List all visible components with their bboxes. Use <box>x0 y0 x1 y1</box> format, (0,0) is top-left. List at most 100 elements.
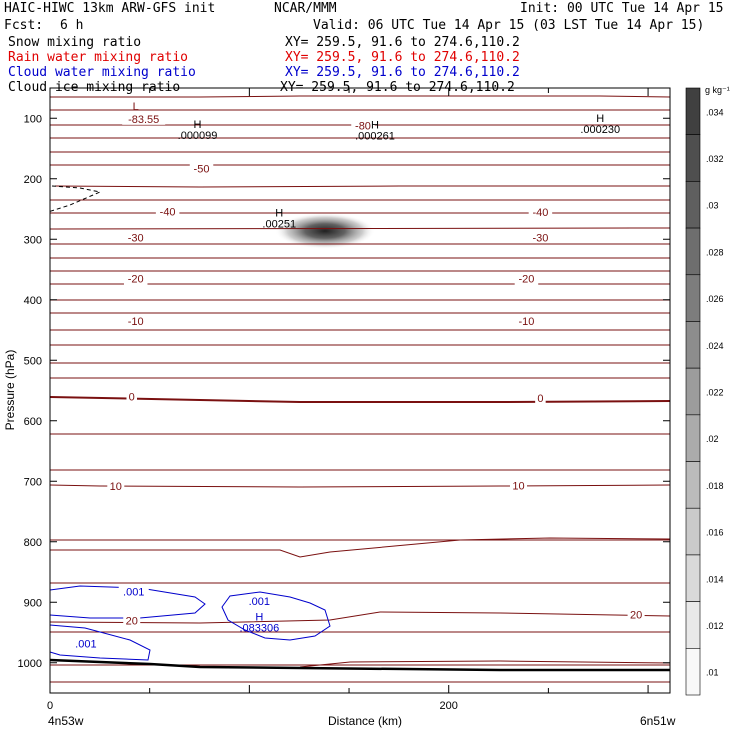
field-xy-cloud-ice: XY= 259.5, 91.6 to 274.6,110.2 <box>280 80 515 95</box>
isotherm-label-bg <box>122 112 166 125</box>
extremum-value: .00251 <box>262 218 296 230</box>
x-ticks <box>49 88 649 693</box>
isotherm-label-bg <box>535 391 546 404</box>
dashed-contour <box>47 185 102 213</box>
extremum-value: .083306 <box>239 622 279 634</box>
colorbar: .034 .032 .03 .028 .026 .024 .022 .02 .018 .016 .0… <box>685 87 724 696</box>
extremum-mark: H <box>371 120 379 132</box>
x-endpoint-right: 6n51w <box>640 714 676 728</box>
isotherm-label-bg <box>123 614 141 627</box>
colorbar-label: .03 <box>706 201 719 211</box>
isotherm-line <box>49 611 671 624</box>
isotherm-label: -80 <box>355 121 371 133</box>
isotherm-line-zero <box>49 396 671 403</box>
colorbar-label: .01 <box>706 668 719 678</box>
isotherm-label: -10 <box>128 316 144 328</box>
isotherm-label-bg <box>509 479 527 492</box>
colorbar-segment <box>685 601 701 649</box>
isotherm-label: -20 <box>128 274 144 286</box>
cloud-water-contour <box>49 624 151 661</box>
x-tick-label: 0 <box>47 700 53 712</box>
isotherm-line <box>50 95 671 98</box>
colorbar-label: .014 <box>706 574 724 584</box>
isotherm-label-bg <box>528 206 553 219</box>
x-axis-label: Distance (km) <box>328 714 402 728</box>
y-tick-label: 100 <box>24 113 42 125</box>
forecast-label: Fcst: <box>4 18 44 33</box>
field-name-cloud-water: Cloud water mixing ratio <box>8 65 196 80</box>
colorbar-unit: g kg⁻¹ <box>705 85 730 95</box>
extremum-mark: H <box>275 207 283 219</box>
isotherm-label-bg <box>155 205 180 218</box>
cloud-water-label-bg <box>118 585 149 598</box>
colorbar-label: .026 <box>706 294 724 304</box>
isotherm-labels: -83.55 -80 -50 -40 -40 -30 -30 -20 -20 -10 -10 0 0 10… <box>107 112 645 627</box>
cloud-water-contours <box>49 585 331 661</box>
isotherm-label: -30 <box>128 232 144 244</box>
isotherm-label: -40 <box>160 206 176 218</box>
isotherm-label: -10 <box>519 316 535 328</box>
x-tick-label: 200 <box>440 700 458 712</box>
colorbar-label: .02 <box>706 434 719 444</box>
isotherm-label-bg <box>189 162 214 175</box>
x-endpoint-left: 4n53w <box>48 714 84 728</box>
field-name-rain: Rain water mixing ratio <box>8 50 189 65</box>
isotherm-label: 0 <box>537 393 543 405</box>
forecast-value: 6 h <box>60 18 84 33</box>
isotherm-label-bg <box>126 390 137 403</box>
colorbar-label: .016 <box>706 528 724 538</box>
colorbar-segment <box>685 507 701 556</box>
colorbar-segment <box>685 367 701 416</box>
isotherm-label: 20 <box>126 615 138 627</box>
cloud-ice-max-shading <box>275 213 375 249</box>
colorbar-segment <box>685 648 701 696</box>
isotherm-label: 0 <box>129 392 135 404</box>
colorbar-label: .022 <box>706 388 724 398</box>
cloud-water-label: .001 <box>75 638 96 650</box>
colorbar-segment <box>685 554 701 602</box>
field-xy-cloud-water: XY= 259.5, 91.6 to 274.6,110.2 <box>285 65 520 80</box>
isotherm-label-bg <box>351 119 375 132</box>
colorbar-label: .024 <box>706 341 724 351</box>
colorbar-segment <box>685 181 701 229</box>
isotherm-label-bg <box>514 272 539 285</box>
isotherm-label-bg <box>627 608 645 621</box>
colorbar-label: .018 <box>706 481 724 491</box>
isotherm-lines <box>49 95 671 683</box>
title-center: NCAR/MMM <box>274 1 337 16</box>
isotherm-label: -20 <box>519 274 535 286</box>
isotherm-label: -83.55 <box>128 114 159 126</box>
colorbar-label: .012 <box>706 621 724 631</box>
isotherm-label: 10 <box>512 480 524 492</box>
field-name-snow: Snow mixing ratio <box>8 35 142 50</box>
y-axis-label: Pressure (hPa) <box>3 350 17 431</box>
y-tick-label: 1000 <box>18 658 42 670</box>
isotherm-label: 20 <box>630 609 642 621</box>
title-left: HAIC-HIWC 13km ARW-GFS init <box>4 1 216 16</box>
extremum-mark: H <box>194 119 202 131</box>
y-tick-label: 500 <box>24 355 42 367</box>
terrain-surface-line <box>49 658 670 672</box>
cloud-water-label-bg <box>70 637 101 650</box>
init-time: Init: 00 UTC Tue 14 Apr 15 <box>520 1 724 16</box>
colorbar-segment <box>685 87 701 135</box>
y-tick-label: 300 <box>24 234 42 246</box>
colorbar-label: .034 <box>706 107 724 117</box>
valid-time: Valid: 06 UTC Tue 14 Apr 15 (03 LST Tue … <box>313 18 705 33</box>
y-tick-label: 800 <box>24 537 42 549</box>
cloud-water-contour <box>49 585 206 619</box>
isotherm-label-bg <box>528 231 553 244</box>
field-xy-rain: XY= 259.5, 91.6 to 274.6,110.2 <box>285 50 520 65</box>
field-xy-snow: XY= 259.5, 91.6 to 274.6,110.2 <box>285 35 520 50</box>
cloud-water-contour <box>221 591 331 641</box>
colorbar-segment <box>685 461 701 509</box>
isotherm-line <box>49 484 671 488</box>
extremum-value: .000261 <box>355 131 395 143</box>
isotherm-label: -40 <box>532 207 548 219</box>
isotherm-label-bg <box>514 314 539 327</box>
isotherm-line <box>299 660 671 668</box>
colorbar-segment <box>685 414 701 462</box>
y-tick-label: 900 <box>24 597 42 609</box>
